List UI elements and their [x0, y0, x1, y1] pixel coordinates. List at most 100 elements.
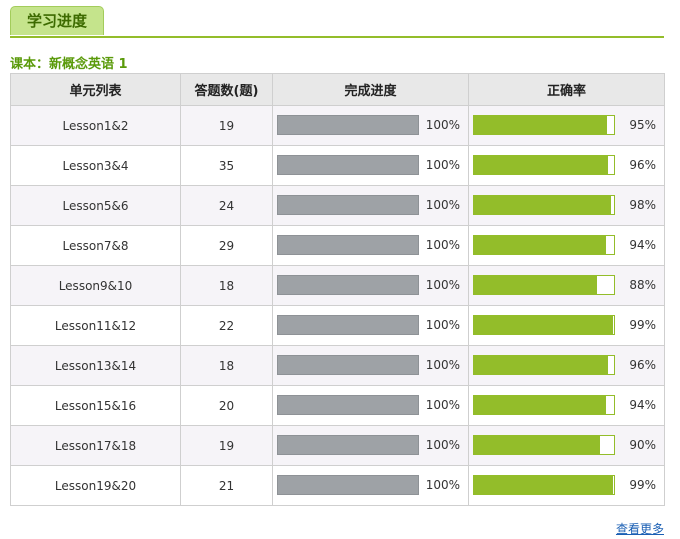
completion-percent: 100% — [425, 438, 460, 452]
completion-cell: 100% — [272, 145, 469, 186]
completion-bar — [277, 115, 419, 135]
table-row: Lesson11&12 22 100% 99% — [10, 305, 665, 346]
table-row: Lesson13&14 18 100% 96% — [10, 345, 665, 386]
table-header-row: 单元列表 答题数(题) 完成进度 正确率 — [10, 73, 665, 106]
view-more-link[interactable]: 查看更多 — [615, 522, 664, 536]
accuracy-bar — [473, 395, 615, 415]
unit-name: Lesson3&4 — [62, 158, 129, 173]
answer-count: 18 — [218, 358, 235, 373]
table-row: Lesson5&6 24 100% 98% — [10, 185, 665, 226]
accuracy-bar-fill — [474, 276, 598, 294]
unit-name-cell: Lesson7&8 — [10, 225, 181, 266]
header-unit-list: 单元列表 — [10, 73, 181, 106]
completion-cell: 100% — [272, 225, 469, 266]
course-title: 课本：新概念英语 1 — [10, 57, 128, 72]
accuracy-cell: 99% — [468, 465, 665, 506]
accuracy-percent: 99% — [629, 478, 656, 492]
accuracy-bar — [473, 115, 615, 135]
progress-table: 单元列表 答题数(题) 完成进度 正确率 Lesson1&2 19 100% 95% L… — [10, 73, 665, 506]
accuracy-bar — [473, 435, 615, 455]
header-accuracy: 正确率 — [468, 73, 665, 106]
answer-count: 24 — [218, 198, 235, 213]
table-row: Lesson17&18 19 100% 90% — [10, 425, 665, 466]
accuracy-percent: 98% — [629, 198, 656, 212]
completion-bar-fill — [278, 236, 418, 254]
accuracy-cell: 99% — [468, 305, 665, 346]
unit-name: Lesson9&10 — [58, 278, 133, 293]
answer-count-cell: 18 — [180, 265, 273, 306]
tab-bar: 学习进度 — [10, 6, 664, 38]
table-row: Lesson9&10 18 100% 88% — [10, 265, 665, 306]
accuracy-bar — [473, 355, 615, 375]
answer-count: 19 — [218, 438, 235, 453]
accuracy-percent: 95% — [629, 118, 656, 132]
header-answer-count: 答题数(题) — [180, 73, 273, 106]
accuracy-bar-fill — [474, 436, 600, 454]
completion-percent: 100% — [425, 198, 460, 212]
accuracy-percent: 94% — [629, 238, 656, 252]
unit-name: Lesson11&12 — [54, 318, 137, 333]
completion-bar-fill — [278, 476, 418, 494]
unit-name-cell: Lesson19&20 — [10, 465, 181, 506]
accuracy-cell: 90% — [468, 425, 665, 466]
completion-percent: 100% — [425, 278, 460, 292]
answer-count-cell: 21 — [180, 465, 273, 506]
completion-bar — [277, 235, 419, 255]
accuracy-cell: 96% — [468, 145, 665, 186]
accuracy-cell: 94% — [468, 225, 665, 266]
header-completion: 完成进度 — [272, 73, 469, 106]
answer-count-cell: 29 — [180, 225, 273, 266]
completion-percent: 100% — [425, 158, 460, 172]
unit-name: Lesson15&16 — [54, 398, 137, 413]
accuracy-percent: 94% — [629, 398, 656, 412]
table-row: Lesson7&8 29 100% 94% — [10, 225, 665, 266]
unit-name-cell: Lesson9&10 — [10, 265, 181, 306]
completion-bar-fill — [278, 436, 418, 454]
completion-percent: 100% — [425, 358, 460, 372]
accuracy-bar — [473, 195, 615, 215]
completion-percent: 100% — [425, 118, 460, 132]
unit-name-cell: Lesson13&14 — [10, 345, 181, 386]
unit-name-cell: Lesson1&2 — [10, 105, 181, 146]
accuracy-bar-fill — [474, 196, 612, 214]
completion-cell: 100% — [272, 425, 469, 466]
answer-count: 29 — [218, 238, 235, 253]
unit-name-cell: Lesson15&16 — [10, 385, 181, 426]
answer-count-cell: 24 — [180, 185, 273, 226]
accuracy-bar-fill — [474, 236, 606, 254]
accuracy-percent: 88% — [629, 278, 656, 292]
completion-cell: 100% — [272, 185, 469, 226]
completion-bar — [277, 395, 419, 415]
answer-count-cell: 20 — [180, 385, 273, 426]
unit-name: Lesson7&8 — [62, 238, 129, 253]
completion-bar — [277, 275, 419, 295]
answer-count-cell: 19 — [180, 105, 273, 146]
unit-name-cell: Lesson17&18 — [10, 425, 181, 466]
accuracy-bar-fill — [474, 356, 609, 374]
completion-bar-fill — [278, 116, 418, 134]
completion-bar-fill — [278, 316, 418, 334]
accuracy-cell: 95% — [468, 105, 665, 146]
completion-bar — [277, 435, 419, 455]
completion-cell: 100% — [272, 105, 469, 146]
answer-count-cell: 22 — [180, 305, 273, 346]
accuracy-cell: 98% — [468, 185, 665, 226]
answer-count-cell: 35 — [180, 145, 273, 186]
accuracy-bar — [473, 475, 615, 495]
accuracy-cell: 96% — [468, 345, 665, 386]
unit-name: Lesson1&2 — [62, 118, 129, 133]
accuracy-bar-fill — [474, 476, 613, 494]
answer-count: 21 — [218, 478, 235, 493]
unit-name-cell: Lesson3&4 — [10, 145, 181, 186]
completion-cell: 100% — [272, 345, 469, 386]
completion-bar — [277, 355, 419, 375]
tab-learning-progress[interactable]: 学习进度 — [10, 6, 104, 35]
completion-bar — [277, 155, 419, 175]
answer-count: 19 — [218, 118, 235, 133]
answer-count: 35 — [218, 158, 235, 173]
table-row: Lesson15&16 20 100% 94% — [10, 385, 665, 426]
accuracy-bar-fill — [474, 316, 613, 334]
table-row: Lesson3&4 35 100% 96% — [10, 145, 665, 186]
accuracy-percent: 99% — [629, 318, 656, 332]
unit-name: Lesson17&18 — [54, 438, 137, 453]
